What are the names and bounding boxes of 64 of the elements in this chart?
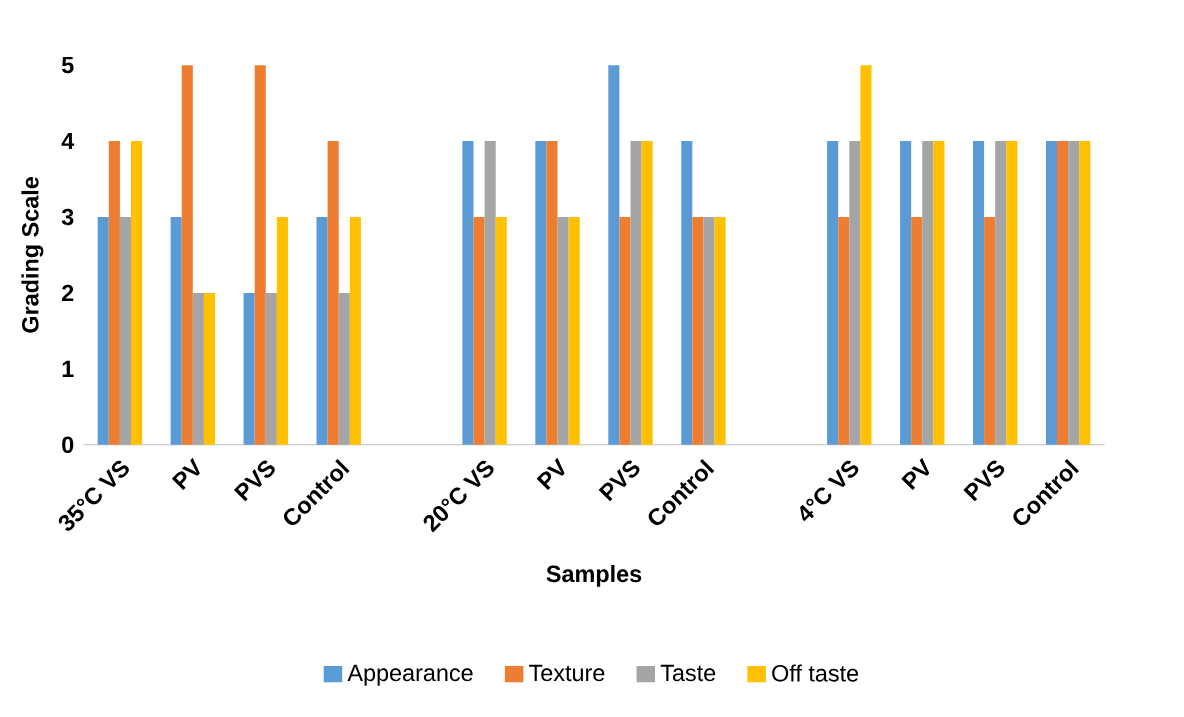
y-tick-label: 5 — [61, 56, 74, 74]
bar — [349, 216, 361, 445]
x-tick-label: PV — [536, 457, 565, 491]
bar — [254, 65, 266, 445]
legend-label: Appearance — [347, 664, 473, 686]
x-tick-label: PV — [171, 457, 200, 491]
bar — [900, 141, 912, 445]
bar — [316, 216, 328, 445]
bar — [203, 292, 216, 445]
bar — [1057, 141, 1069, 445]
bar — [130, 141, 143, 445]
bar — [995, 141, 1007, 445]
bar — [922, 141, 934, 445]
bar — [838, 216, 850, 445]
bar — [714, 216, 726, 445]
legend-label: Taste — [660, 664, 716, 682]
y-tick-label: 2 — [62, 284, 74, 302]
bar — [484, 141, 496, 445]
bar — [327, 141, 339, 445]
bar — [243, 292, 255, 445]
bar — [495, 216, 507, 445]
bar — [473, 216, 485, 445]
bar — [827, 141, 839, 445]
bar — [108, 141, 120, 445]
bar — [568, 216, 580, 445]
bar — [933, 141, 945, 445]
bar — [619, 216, 631, 445]
bar — [535, 141, 547, 445]
y-axis-title: Grading Scale — [21, 177, 44, 333]
y-tick-label: 4 — [61, 132, 75, 150]
bar — [911, 216, 923, 445]
bar — [462, 141, 474, 445]
legend-label: Texture — [529, 664, 605, 682]
y-tick-label: 3 — [61, 208, 74, 226]
x-tick-label: 4°C VS — [800, 460, 859, 522]
bar — [1079, 141, 1091, 445]
bar — [849, 141, 861, 445]
bar — [265, 292, 277, 445]
bar — [860, 65, 872, 445]
bar — [181, 65, 193, 445]
bar — [557, 216, 569, 445]
bar — [692, 216, 704, 445]
legend-label: Off taste — [772, 664, 859, 682]
bar — [608, 65, 620, 445]
bar — [630, 141, 642, 445]
bar — [1068, 141, 1080, 445]
bar — [984, 216, 996, 445]
y-tick-label: 0 — [62, 436, 74, 454]
bar — [119, 216, 131, 445]
x-axis-title: Samples — [546, 564, 642, 587]
bar — [192, 292, 204, 445]
bar — [170, 216, 182, 445]
x-tick-label: PV — [901, 457, 930, 491]
bar — [97, 216, 109, 445]
y-tick-label: 1 — [62, 360, 74, 377]
bar — [681, 141, 693, 445]
bar — [1045, 141, 1058, 445]
bar — [641, 141, 653, 445]
bar — [973, 141, 985, 445]
bar — [546, 141, 558, 445]
bar — [338, 292, 350, 445]
bar — [1006, 141, 1018, 445]
bar — [703, 216, 715, 445]
bar — [276, 216, 288, 445]
